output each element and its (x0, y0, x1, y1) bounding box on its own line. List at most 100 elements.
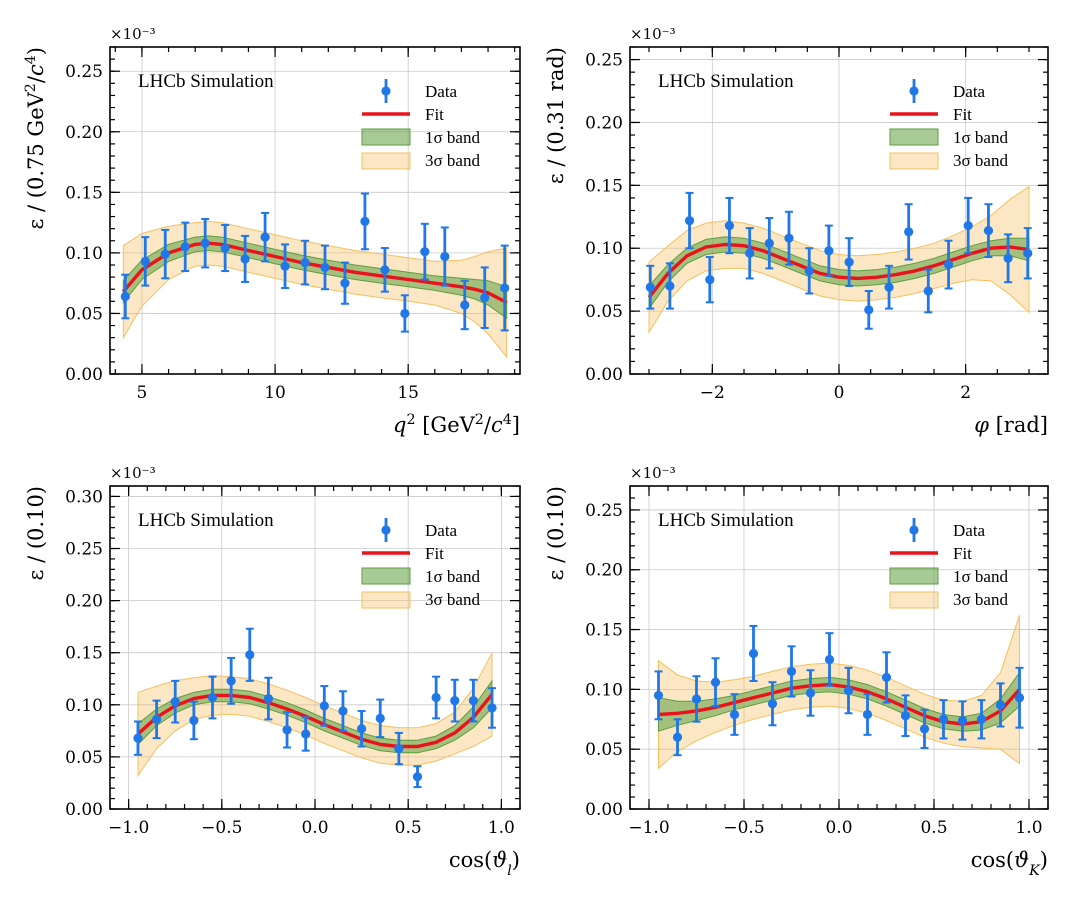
data-point (220, 243, 230, 253)
x-tick-label: 5 (137, 383, 148, 403)
y-tick-label: 0.05 (585, 740, 623, 760)
data-point (460, 300, 470, 310)
data-point (189, 715, 199, 726)
y-tick-label: 0.00 (585, 365, 623, 385)
x-axis-label: cos(ϑK​) (971, 848, 1048, 879)
y-axis-label-part: ε / (0.75 GeV (24, 91, 48, 229)
data-point (784, 233, 794, 243)
data-point (824, 654, 835, 665)
data-point (824, 246, 834, 256)
y-tick-label: 0.20 (65, 592, 103, 612)
grid (110, 47, 520, 375)
lhcb-simulation-label: LHCb Simulation (138, 510, 274, 531)
legend-label-band1: 1σ band (953, 128, 1008, 147)
y-axis-label: ε / (0.10) (24, 486, 48, 580)
data-point (120, 291, 130, 302)
data-point (665, 281, 675, 291)
legend: Data Fit 1σ band 3σ band (889, 518, 1008, 609)
data-point (487, 703, 497, 713)
x-axis-label-part: ) (1040, 848, 1048, 872)
x-axis-label-part: 2 (406, 412, 415, 428)
lhcb-simulation-label: LHCb Simulation (138, 71, 274, 92)
x-axis-label-part: q (393, 413, 406, 437)
y-tick-label: 0.00 (65, 365, 103, 385)
x-axis-label-part: c (491, 413, 503, 437)
data-point (468, 696, 479, 706)
y-tick-label: 0.00 (65, 800, 103, 820)
legend-band1-swatch (361, 567, 411, 585)
grid (630, 47, 1048, 375)
data-series (645, 191, 1033, 330)
y-tick-label: 0.25 (65, 540, 103, 560)
y-tick-label: 0.15 (585, 176, 623, 196)
data-point (394, 743, 404, 754)
data-point (160, 249, 170, 259)
x-tick-label: −0.5 (723, 818, 764, 838)
band-3sigma (122, 220, 508, 359)
y-axis-label-part: ε / (0.31 rad) (544, 47, 568, 184)
data-point (280, 261, 290, 271)
band-1sigma (122, 235, 508, 320)
panel-costhetal: −1.0 −0.5 0.0 0.5 1.0 0.00 0.05 0.10 0.15 0.20 0.2… (24, 464, 521, 879)
x-tick-label: 1.0 (1015, 818, 1042, 838)
y-tick-label: 0.10 (585, 680, 623, 700)
data-point (301, 729, 311, 739)
data-point (684, 215, 695, 226)
legend-band1-swatch (889, 128, 939, 146)
exponent-label: ×10⁻³ (630, 464, 676, 482)
y-tick-label: 0.25 (65, 62, 103, 82)
x-tick-label: 0.0 (301, 818, 328, 838)
legend: Data Fit 1σ band 3σ band (889, 79, 1008, 170)
x-axis-label: q2​ [GeV2​/c4​] (393, 412, 520, 437)
exponent-label: ×10⁻³ (110, 464, 156, 482)
x-tick-label: 0 (834, 383, 845, 403)
x-axis-label-part: / (484, 413, 492, 437)
y-tick-label: 0.15 (585, 621, 623, 641)
data-point (300, 257, 310, 268)
data-point (923, 286, 933, 296)
data-point (431, 692, 441, 703)
legend-band1-swatch (361, 128, 411, 146)
data-point (450, 696, 460, 706)
legend-label-band3: 3σ band (953, 590, 1008, 609)
exponent-label: ×10⁻³ (630, 25, 676, 43)
axes-frame (109, 485, 521, 810)
data-point (864, 305, 874, 315)
y-tick-label: 0.10 (65, 696, 103, 716)
y-tick-label: 0.30 (65, 487, 103, 507)
data-point (705, 275, 715, 285)
lhcb-simulation-label: LHCb Simulation (658, 510, 794, 531)
legend-label-band3: 3σ band (425, 590, 480, 609)
x-axis-label-part: 2 (475, 412, 484, 428)
panel-costhetak: −1.0 −0.5 0.0 0.5 1.0 0.00 0.05 0.10 0.15 0.20 0.2… (544, 464, 1049, 879)
data-point (170, 697, 180, 707)
data-point (400, 308, 410, 319)
y-tick-label: 0.20 (585, 561, 623, 581)
legend-label-fit: Fit (425, 544, 444, 563)
y-tick-label: 0.05 (65, 748, 103, 768)
data-point (133, 733, 143, 743)
data-point (862, 709, 873, 720)
data-point (1014, 693, 1025, 703)
x-axis-label-part: ) (512, 848, 520, 872)
data-series (120, 192, 510, 333)
axes-frame (629, 485, 1049, 810)
data-point (767, 699, 778, 709)
y-tick-label: 0.25 (585, 501, 623, 521)
x-tick-label: 1.0 (488, 818, 515, 838)
legend-band3-swatch (361, 591, 411, 609)
data-point (320, 262, 330, 273)
legend-data-marker (909, 525, 919, 535)
panel-phi: −2 0 2 0.00 0.05 0.10 0.15 0.20 0.25 ×10⁻³ φ [rad]… (544, 25, 1049, 437)
data-point (260, 232, 270, 242)
x-axis-label-part: K (1028, 863, 1041, 879)
x-tick-label: 0.5 (395, 818, 422, 838)
legend-data-marker (909, 86, 919, 96)
legend-band3-swatch (889, 591, 939, 609)
data-point (440, 251, 450, 262)
data-point (319, 701, 329, 711)
data-point (957, 715, 968, 726)
legend: Data Fit 1σ band 3σ band (361, 518, 480, 609)
data-point (140, 256, 150, 266)
